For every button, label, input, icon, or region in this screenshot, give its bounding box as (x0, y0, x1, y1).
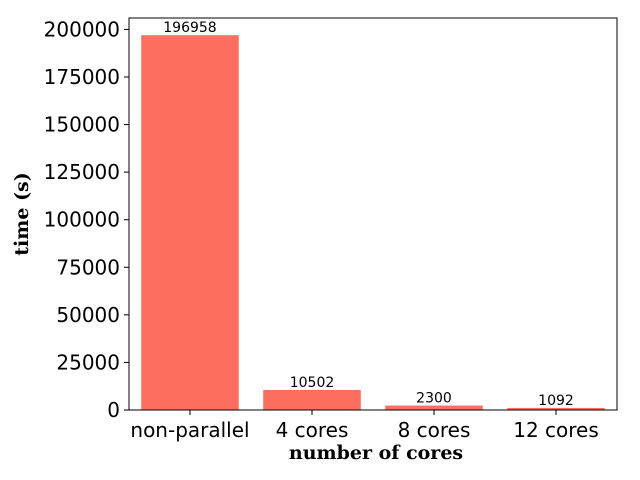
y-tick-label-2: 50000 (56, 303, 120, 327)
y-tick-label-6: 150000 (44, 113, 120, 137)
bar-0 (141, 35, 239, 410)
bar-value-label-3: 1092 (538, 393, 574, 409)
x-tick-label-1: 4 cores (276, 418, 349, 442)
y-tick-label-8: 200000 (44, 17, 120, 41)
data-labels: 196958 10502 2300 1092 (163, 20, 574, 409)
bar-value-label-0: 196958 (163, 20, 216, 36)
y-tick-label-3: 75000 (56, 255, 120, 279)
plot-frame (128, 17, 618, 411)
bar-2 (385, 405, 483, 410)
y-tick-label-1: 25000 (56, 350, 120, 374)
y-tick-label-4: 100000 (44, 208, 120, 232)
y-tick-label-0: 0 (107, 398, 120, 422)
bar-1 (263, 390, 361, 410)
bars (141, 35, 605, 410)
y-tick-label-5: 125000 (44, 160, 120, 184)
axes: non-parallel 4 cores 8 cores 12 cores 0 25000… (44, 17, 618, 442)
x-axis-title: number of cores (289, 442, 463, 464)
y-axis-title: time (s) (11, 172, 33, 255)
bar-3 (507, 407, 605, 410)
bar-value-label-1: 10502 (290, 375, 335, 391)
x-tick-label-2: 8 cores (398, 418, 471, 442)
bar-value-label-2: 2300 (416, 391, 452, 407)
y-tick-label-7: 175000 (44, 65, 120, 89)
x-tick-label-3: 12 cores (513, 418, 599, 442)
x-tick-label-0: non-parallel (130, 418, 249, 442)
